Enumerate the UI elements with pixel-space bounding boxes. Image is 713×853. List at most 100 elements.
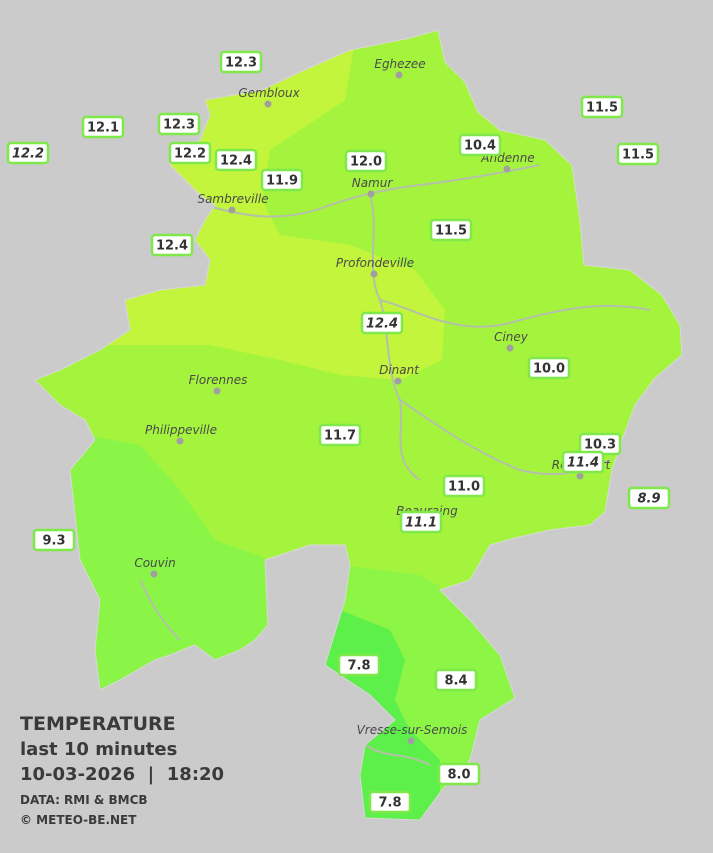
station-reading: 12.1 xyxy=(87,121,119,136)
town-label: Profondeville xyxy=(336,256,414,270)
town-dot xyxy=(407,737,415,745)
town-label: Gembloux xyxy=(238,86,300,100)
station-reading: 12.0 xyxy=(350,155,382,170)
station-box xyxy=(32,528,76,552)
town-dot xyxy=(228,206,236,214)
station-reading: 11.4 xyxy=(567,456,599,471)
town-label: Sambreville xyxy=(197,192,268,206)
town-dot xyxy=(394,377,402,385)
station: 12.0 xyxy=(344,149,388,173)
station-reading: 12.3 xyxy=(225,56,257,71)
legend-datetime: 10-03-2026 | 18:20 xyxy=(20,764,224,785)
station-box xyxy=(399,510,443,534)
station-reading: 7.8 xyxy=(347,659,370,674)
station-box xyxy=(260,168,304,192)
station: 7.8 xyxy=(337,653,381,677)
town-label: Namur xyxy=(352,176,394,190)
station-box xyxy=(6,141,50,165)
station-box xyxy=(337,653,381,677)
legend-title: TEMPERATURE xyxy=(20,713,176,735)
station-box xyxy=(344,149,388,173)
station-box xyxy=(219,50,263,74)
station: 11.5 xyxy=(580,95,624,119)
station-box xyxy=(368,790,412,814)
station: 11.4 xyxy=(561,450,605,474)
station-box xyxy=(561,450,605,474)
station-reading: 12.2 xyxy=(12,147,44,162)
zone xyxy=(60,40,445,380)
town-label: Florennes xyxy=(189,373,248,387)
town-dot xyxy=(176,437,184,445)
station-box xyxy=(527,356,571,380)
station-box xyxy=(434,668,478,692)
station-reading: 11.1 xyxy=(405,516,437,531)
town-label: Dinant xyxy=(379,363,420,377)
station-box xyxy=(437,762,481,786)
station: 11.1 xyxy=(399,510,443,534)
station: 11.9 xyxy=(260,168,304,192)
station-box xyxy=(214,148,258,172)
station-box xyxy=(360,311,404,335)
station-box xyxy=(458,133,502,157)
zone xyxy=(60,430,270,700)
station-box xyxy=(168,141,212,165)
legend: TEMPERATURE last 10 minutes 10-03-2026 |… xyxy=(20,713,224,827)
station: 11.7 xyxy=(318,423,362,447)
station-box xyxy=(429,218,473,242)
station-reading: 10.3 xyxy=(584,438,616,453)
town-label: Philippeville xyxy=(145,423,217,437)
station-reading: 11.7 xyxy=(324,429,356,444)
station-reading: 9.3 xyxy=(42,534,65,549)
town-label: Vresse-sur-Semois xyxy=(357,723,468,737)
station: 10.4 xyxy=(458,133,502,157)
station-box xyxy=(81,115,125,139)
station-box xyxy=(157,112,201,136)
station-reading: 8.4 xyxy=(444,674,467,689)
station-box xyxy=(616,142,660,166)
station: 11.5 xyxy=(616,142,660,166)
station: 12.3 xyxy=(157,112,201,136)
station-box xyxy=(318,423,362,447)
station-reading: 11.0 xyxy=(448,480,480,495)
town-dot xyxy=(367,190,375,198)
town-dot xyxy=(370,270,378,278)
town-label: Ciney xyxy=(494,330,529,344)
station-box xyxy=(442,474,486,498)
town-dot xyxy=(506,344,514,352)
legend-source: DATA: RMI & BMCB xyxy=(20,793,148,807)
station: 12.4 xyxy=(360,311,404,335)
station-reading: 10.0 xyxy=(533,362,565,377)
station: 12.3 xyxy=(219,50,263,74)
town-dot xyxy=(576,472,584,480)
town-label: Couvin xyxy=(134,556,175,570)
station: 11.5 xyxy=(429,218,473,242)
station: 12.4 xyxy=(150,233,194,257)
station: 12.2 xyxy=(168,141,212,165)
station: 12.4 xyxy=(214,148,258,172)
town-dot xyxy=(150,570,158,578)
station: 8.9 xyxy=(627,486,671,510)
town-dot xyxy=(503,165,511,173)
station-box xyxy=(627,486,671,510)
station-reading: 11.5 xyxy=(435,224,467,239)
town-label: Eghezee xyxy=(374,57,425,71)
station: 7.8 xyxy=(368,790,412,814)
station-reading: 12.4 xyxy=(156,239,188,254)
station-reading: 11.9 xyxy=(266,174,298,189)
station-reading: 12.4 xyxy=(220,154,252,169)
station-reading: 7.8 xyxy=(378,796,401,811)
station: 12.1 xyxy=(81,115,125,139)
station-reading: 12.3 xyxy=(163,118,195,133)
station: 8.0 xyxy=(437,762,481,786)
station-reading: 11.5 xyxy=(622,148,654,163)
station: 12.2 xyxy=(6,141,50,165)
station: 9.3 xyxy=(32,528,76,552)
station: 10.0 xyxy=(527,356,571,380)
station-reading: 8.9 xyxy=(637,492,660,507)
station-reading: 8.0 xyxy=(447,768,470,783)
town-dot xyxy=(395,71,403,79)
station: 8.4 xyxy=(434,668,478,692)
station: 11.0 xyxy=(442,474,486,498)
towns: EghezeeGemblouxAndenneNamurSambrevillePr… xyxy=(134,57,612,745)
